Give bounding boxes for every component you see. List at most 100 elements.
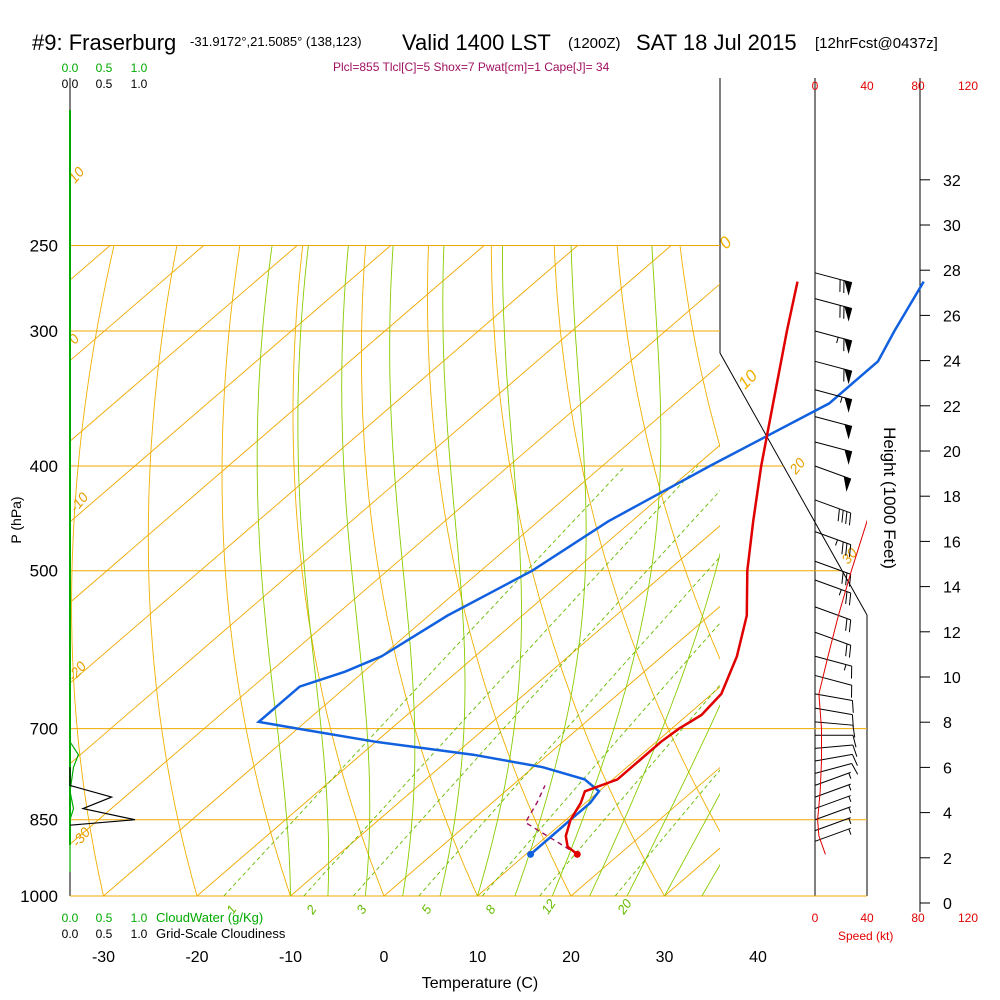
moist-adiabat-line — [439, 245, 466, 896]
wind-barb-staff — [814, 499, 851, 514]
wind-barb — [814, 806, 852, 821]
pressure-tick-label: 700 — [30, 720, 58, 739]
wind-barb-pennant — [844, 306, 853, 322]
speed-tick-label-bottom: 40 — [860, 911, 874, 925]
temperature-tick-label: 10 — [469, 949, 487, 966]
pressure-tick-label: 500 — [30, 562, 58, 581]
cloud-water-tick-top: 1.0 — [131, 61, 148, 75]
dry-adiabat-line — [71, 245, 115, 896]
temperature-tick-label: 40 — [749, 949, 767, 966]
wind-barb-flag — [845, 618, 848, 631]
isotherm-line — [103, 363, 720, 896]
speed-axis-label: Speed (kt) — [838, 929, 893, 943]
wind-barb — [814, 655, 853, 679]
wind-barb-staff — [814, 806, 851, 821]
cloudiness-tick-top: 1.0 — [131, 77, 148, 91]
temperature-tick-label: 20 — [562, 949, 580, 966]
isotherm-label: -20 — [64, 658, 89, 684]
dry-adiabats — [70, 245, 1000, 897]
height-tick-label: 20 — [943, 444, 961, 461]
wind-speed-profile — [817, 519, 867, 855]
cloud-water-label: CloudWater (g/Kg) — [156, 910, 263, 925]
mixing-ratio-line — [223, 465, 626, 896]
wind-barb-halfflag — [848, 828, 852, 835]
dry-adiabat-line — [932, 246, 1000, 897]
wind-barb-staff — [814, 579, 851, 594]
cloud-tick-labels: 0.0 0.0 0.0 0.0 0.5 0.5 0.5 0.5 1.0 1.0 1.0 1.0 — [62, 61, 148, 941]
isotherm-line — [70, 245, 204, 362]
moist-adiabat-line — [256, 245, 291, 896]
wind-barb-staff — [814, 744, 853, 749]
moist-adiabats — [256, 245, 720, 896]
station-coords: -31.9172°,21.5085° (138,123) — [190, 34, 362, 49]
stability-indices: Plcl=855 Tlcl[C]=5 Shox=7 Pwat[cm]=1 Cap… — [333, 60, 610, 74]
temperature-surface-dot — [573, 850, 581, 858]
plot-frame — [69, 78, 921, 912]
isotherm-line — [477, 686, 720, 896]
temperature-tick-labels: -30 -20 -10 0 10 20 30 40 — [92, 949, 767, 966]
station-id: #9: Fraserburg — [32, 30, 176, 55]
wind-barb-pennant — [844, 397, 853, 413]
cloudiness-tick-top: 0.5 — [96, 77, 113, 91]
speed-tick-label-top: 0 — [812, 79, 819, 93]
wind-barb-halfflag — [840, 396, 843, 403]
wind-barb — [814, 817, 852, 832]
dry-adiabat-line — [616, 245, 720, 661]
wind-barb-staff — [814, 763, 852, 774]
wind-barb-pennant — [844, 368, 853, 385]
wind-barb — [814, 795, 852, 810]
wind-speed-trace — [817, 519, 867, 855]
cloudiness-trace — [69, 767, 136, 826]
isotherm-line — [70, 245, 391, 523]
moist-adiabat-line — [341, 245, 371, 896]
wind-barb-staff — [814, 707, 853, 716]
moist-adiabat-line — [551, 245, 662, 896]
wind-barb — [814, 298, 853, 322]
isotherm-line — [70, 245, 672, 765]
height-tick-label: 12 — [943, 625, 961, 642]
wind-barb-halfflag — [848, 784, 852, 791]
pressure-tick-label: 400 — [30, 457, 58, 476]
wind-barb-flag — [845, 511, 848, 524]
wind-barb — [814, 560, 852, 587]
wind-barb-flag — [848, 592, 852, 606]
mixing-ratio-line — [539, 684, 720, 896]
wind-barb-flag — [852, 735, 857, 748]
wind-barb-flag — [848, 544, 852, 557]
wind-barb-pennant — [844, 280, 853, 296]
pressure-axis-label: P (hPa) — [8, 496, 24, 543]
pressure-tick-label: 250 — [30, 236, 58, 255]
isotherm-label: 10 — [65, 164, 87, 186]
temperature-trace — [564, 281, 799, 856]
wind-barb-flag — [851, 763, 859, 775]
wind-barb-staff — [814, 531, 851, 546]
wind-barb — [814, 389, 853, 413]
forecast-info: [12hrFcst@0437z] — [815, 35, 938, 52]
wind-barb-staff — [814, 560, 851, 575]
dry-adiabat-line — [490, 245, 665, 896]
mixing-ratio-line — [614, 769, 720, 896]
wind-barb — [814, 531, 852, 557]
temperature-tick-label: 0 — [380, 949, 389, 966]
isotherm-label: 0 — [65, 331, 82, 347]
isotherm-line — [196, 444, 720, 896]
cloudiness-tick-bottom: 0.0 — [62, 927, 79, 941]
wind-barb-staff — [814, 753, 853, 762]
height-tick-label: 28 — [943, 263, 961, 280]
cloud-water-tick-bottom: 0.5 — [96, 911, 113, 925]
wind-barb-staff — [814, 827, 851, 842]
wind-barb-staff — [814, 606, 851, 621]
cloud-water-tick-bottom: 0.0 — [62, 911, 79, 925]
wind-barb-flag — [845, 643, 848, 657]
height-tick-label: 0 — [943, 896, 952, 913]
wind-barb-staff — [814, 795, 851, 810]
mixing-ratio-labels: 1 2 3 5 8 12 20 — [223, 896, 635, 918]
wind-barb-pennant — [844, 338, 853, 354]
wind-barb-flag — [841, 541, 844, 555]
height-tick-label: 14 — [943, 580, 961, 597]
pressure-tick-label: 300 — [30, 322, 58, 341]
wind-barb — [814, 827, 852, 842]
temperature-tick-label: -20 — [185, 949, 208, 966]
wind-barb — [814, 707, 854, 728]
